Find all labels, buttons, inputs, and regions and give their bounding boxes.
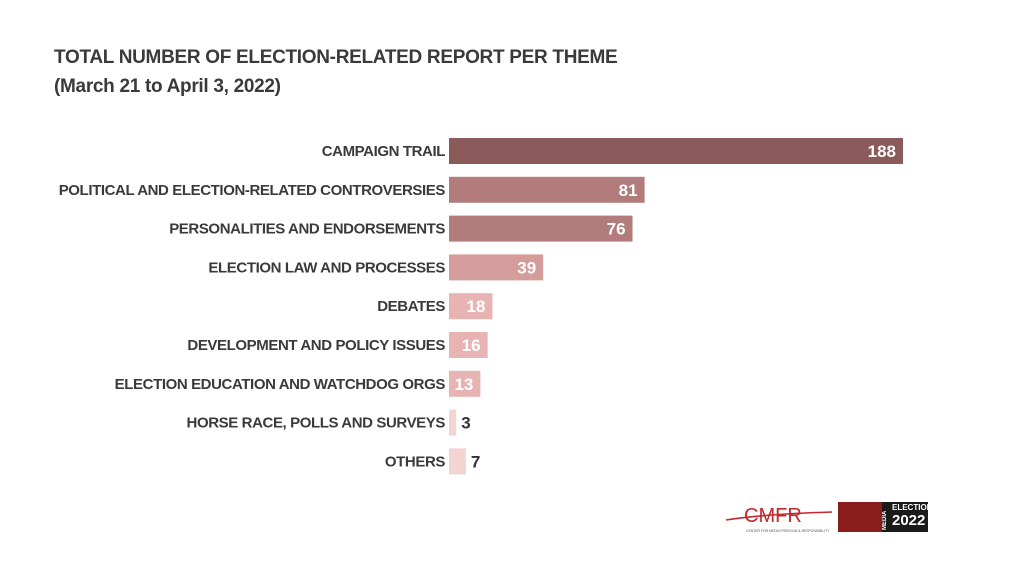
bar-political-and-election-related-controversies	[449, 176, 645, 203]
chart-title: TOTAL NUMBER OF ELECTION-RELATED REPORT …	[54, 47, 618, 68]
media-elections-logo: MEDIA ELECTIONS 2022	[838, 502, 938, 532]
bar-election-law-and-processes	[449, 254, 544, 281]
value-label-horse-race-polls-and-surveys: 3	[461, 414, 470, 433]
category-label-personalities-and-endorsements: PERSONALITIES AND ENDORSEMENTS	[169, 221, 445, 238]
value-label-development-and-policy-issues: 16	[462, 336, 481, 355]
cmfr-logo-text: CMFR	[744, 505, 802, 527]
value-label-election-law-and-processes: 39	[517, 258, 536, 277]
logo-elections-text: ELECTIONS	[892, 503, 938, 512]
bar-campaign-trail	[449, 138, 903, 164]
value-label-debates: 18	[467, 297, 486, 316]
cmfr-logo: CMFR CENTER FOR MEDIA FREEDOM & RESPONSI…	[725, 505, 833, 533]
category-label-election-education-and-watchdog-orgs: ELECTION EDUCATION AND WATCHDOG ORGS	[115, 376, 446, 393]
category-label-debates: DEBATES	[377, 298, 445, 315]
category-label-others: OTHERS	[385, 453, 446, 470]
bar-personalities-and-endorsements	[449, 215, 633, 242]
cmfr-logo-tagline: CENTER FOR MEDIA FREEDOM & RESPONSIBILIT…	[746, 529, 830, 533]
category-label-campaign-trail: CAMPAIGN TRAIL	[322, 143, 446, 160]
chart-subtitle: (March 21 to April 3, 2022)	[54, 76, 281, 97]
bar-others	[449, 448, 466, 475]
bar-election-education-and-watchdog-orgs	[449, 370, 481, 397]
category-label-development-and-policy-issues: DEVELOPMENT AND POLICY ISSUES	[187, 337, 445, 354]
value-label-personalities-and-endorsements: 76	[607, 220, 626, 239]
category-label-political-and-election-related-controversies: POLITICAL AND ELECTION-RELATED CONTROVER…	[59, 182, 446, 199]
bar-horse-race-polls-and-surveys	[449, 409, 457, 436]
logo-vertical-text: MEDIA	[882, 510, 888, 530]
value-label-campaign-trail: 188	[868, 142, 896, 161]
value-label-political-and-election-related-controversies: 81	[619, 181, 638, 200]
category-label-election-law-and-processes: ELECTION LAW AND PROCESSES	[208, 259, 445, 276]
category-label-horse-race-polls-and-surveys: HORSE RACE, POLLS AND SURVEYS	[187, 415, 446, 432]
value-label-others: 7	[471, 452, 480, 471]
bar-debates	[449, 293, 493, 320]
logo-figures-block	[838, 502, 882, 532]
value-label-election-education-and-watchdog-orgs: 13	[454, 375, 473, 394]
bar-development-and-policy-issues	[449, 332, 488, 358]
logo-year-text: 2022	[892, 512, 926, 529]
